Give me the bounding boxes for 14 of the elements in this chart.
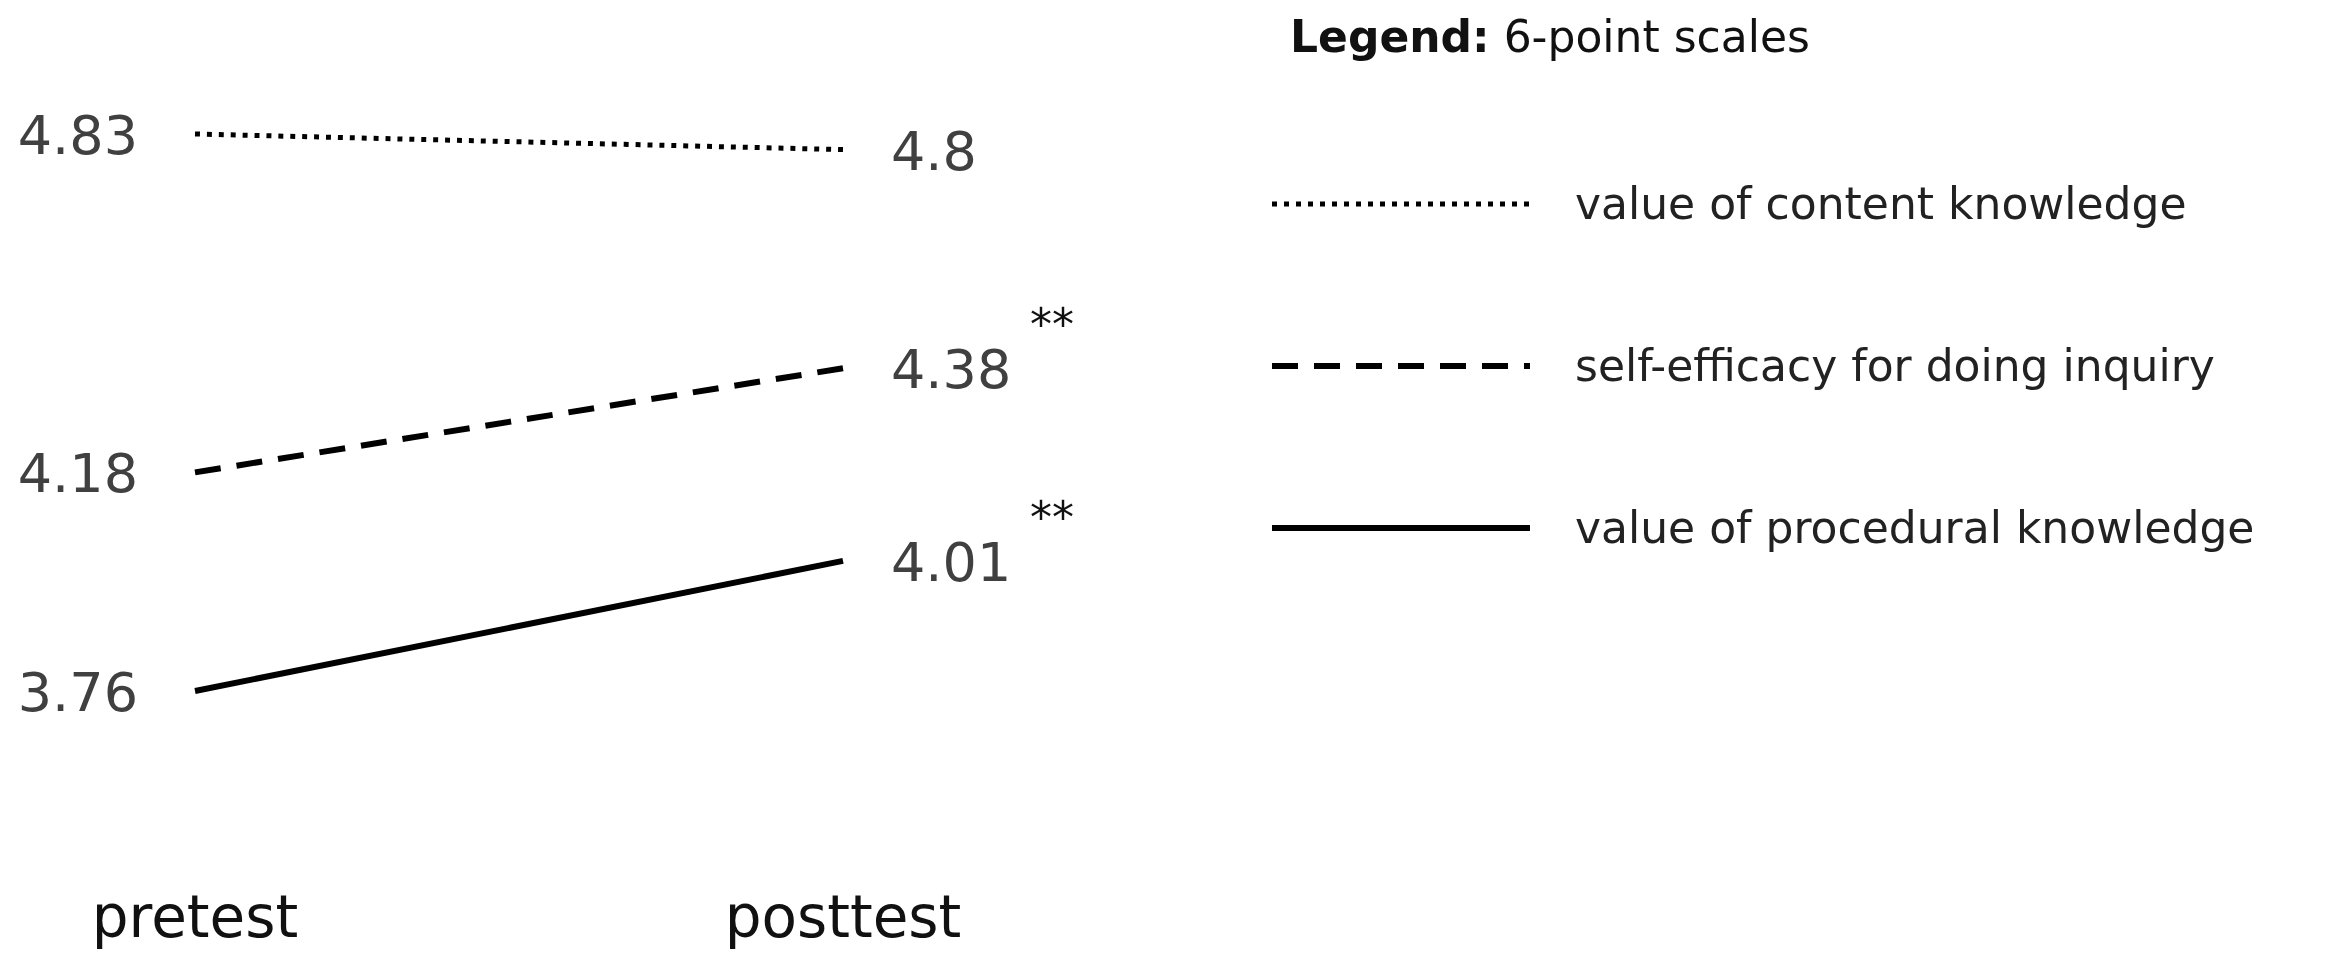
text: self-efficacy for doing inquiry — [1575, 340, 2215, 391]
data-label: 4.18 — [17, 442, 138, 506]
text: value of content knowledge — [1575, 178, 2187, 229]
x-tick-label: pretest — [91, 883, 299, 951]
data-label: 4.8 — [891, 119, 977, 183]
text: value of procedural knowledge — [1575, 502, 2255, 553]
data-label: 4.38 — [891, 338, 1012, 402]
annotation: ** — [1030, 299, 1074, 350]
data-label: 4.01 — [891, 530, 1012, 594]
x-tick-label: posttest — [724, 883, 962, 951]
annotation: ** — [1030, 492, 1074, 543]
legend-title: Legend: 6-point scales — [1290, 11, 1810, 62]
data-label: 3.76 — [17, 661, 138, 724]
data-label: 4.83 — [17, 104, 138, 167]
